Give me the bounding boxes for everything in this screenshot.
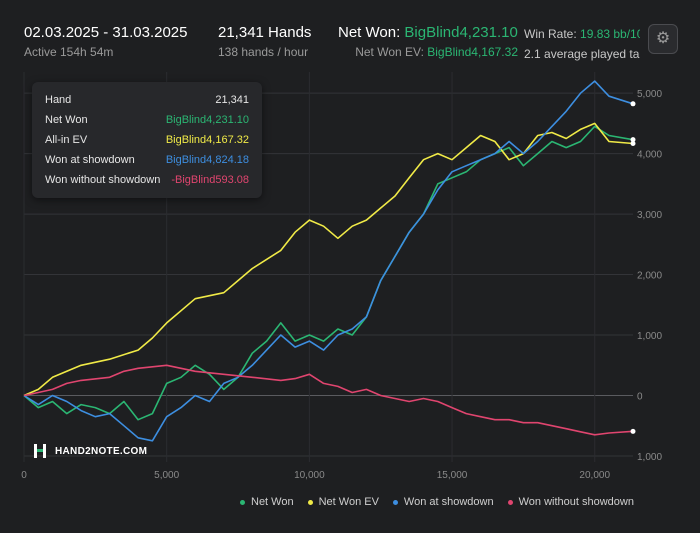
legend-dot-icon — [307, 499, 313, 505]
hands-block: 21,341 Hands 138 hands / hour — [218, 24, 311, 59]
h2n-logo-icon — [34, 444, 46, 458]
net-won-block: Net Won: BigBlind4,231.10 Net Won EV: Bi… — [338, 24, 518, 59]
legend-item[interactable]: Won at showdown — [392, 496, 494, 508]
y-tick-label: 2,000 — [637, 271, 662, 282]
net-won-ev-label: Net Won EV: — [355, 45, 428, 59]
tooltip: Hand 21,341 Net Won BigBlind4,231.10 All-in … — [32, 82, 262, 198]
series-end-point — [630, 101, 636, 107]
tooltip-label: Net Won — [45, 114, 88, 126]
logo-text: HAND2NOTE.COM — [55, 445, 148, 457]
tooltip-row: Hand 21,341 — [45, 90, 249, 110]
legend-dot-icon — [240, 499, 245, 505]
x-tick-label: 0 — [21, 470, 27, 481]
series-line — [23, 80, 634, 442]
net-won-ev-row: Net Won EV: BigBlind4,167.32 — [338, 45, 518, 59]
legend-label: Net Won — [251, 496, 294, 508]
y-tick-label: 0 — [637, 391, 643, 402]
x-tick-label: 15,000 — [437, 470, 468, 481]
y-tick-label: 1,000 — [637, 452, 662, 463]
legend-label: Won at showdown — [403, 496, 494, 508]
net-won-row: Net Won: BigBlind4,231.10 — [338, 24, 518, 41]
series-end-point — [630, 428, 636, 434]
win-rate-value: 19.83 bb/10 — [580, 27, 640, 41]
legend-label: Won without showdown — [518, 496, 634, 508]
chart-legend: Net Won Net Won EV Won at showdown Won with… — [240, 496, 648, 508]
legend-item[interactable]: Net Won EV — [307, 496, 379, 508]
tooltip-label: All-in EV — [45, 134, 88, 146]
y-tick-label: 5,000 — [637, 89, 662, 100]
y-tick-label: 1,000 — [637, 331, 662, 342]
x-tick-label: 10,000 — [294, 470, 325, 481]
gear-icon[interactable]: ⚙ — [648, 24, 678, 54]
tooltip-label: Won at showdown — [45, 154, 135, 166]
y-tick-label: 3,000 — [637, 210, 662, 221]
legend-item[interactable]: Net Won — [240, 496, 294, 508]
tooltip-value: BigBlind4,167.32 — [165, 134, 249, 146]
net-won-value: BigBlind4,231.10 — [404, 24, 518, 41]
date-block: 02.03.2025 - 31.03.2025 Active 154h 54m — [24, 24, 187, 59]
win-rate-row: Win Rate: 19.83 bb/10 — [524, 27, 640, 41]
legend-label: Net Won EV — [318, 496, 379, 508]
series-line — [23, 125, 634, 421]
win-rate-block: Win Rate: 19.83 bb/10 2.1 average played… — [524, 24, 640, 61]
net-won-label: Net Won: — [338, 24, 405, 41]
series-end-point — [630, 137, 636, 143]
hand2note-logo: HAND2NOTE.COM — [32, 442, 147, 460]
tooltip-value: 21,341 — [215, 94, 249, 106]
y-tick-label: 4,000 — [637, 150, 662, 161]
tooltip-value: -BigBlind593.08 — [171, 174, 249, 186]
active-time: Active 154h 54m — [24, 45, 114, 59]
tooltip-label: Hand — [45, 94, 72, 106]
date-range: 02.03.2025 - 31.03.2025 — [24, 24, 188, 41]
series-line — [23, 122, 634, 397]
avg-tables: 2.1 average played tal — [524, 47, 640, 61]
tooltip-row: Net Won BigBlind4,231.10 — [45, 110, 249, 130]
tooltip-label: Won without showdown — [45, 174, 161, 186]
tooltip-row: Won at showdown BigBlind4,824.18 — [45, 150, 249, 170]
tooltip-row: All-in EV BigBlind4,167.32 — [45, 130, 249, 150]
series-line — [23, 364, 634, 436]
legend-dot-icon — [392, 499, 398, 505]
tooltip-value: BigBlind4,231.10 — [165, 114, 249, 126]
hands-per-hour: 138 hands / hour — [218, 45, 309, 59]
x-tick-label: 5,000 — [154, 470, 179, 481]
tooltip-value: BigBlind4,824.18 — [165, 154, 249, 166]
tooltip-row: Won without showdown -BigBlind593.08 — [45, 170, 249, 190]
legend-dot-icon — [507, 499, 513, 505]
series-end-point — [630, 141, 636, 147]
win-rate-label: Win Rate: — [524, 27, 581, 41]
hands-count: 21,341 Hands — [218, 24, 312, 41]
legend-item[interactable]: Won without showdown — [507, 496, 634, 508]
net-won-ev-value: BigBlind4,167.32 — [427, 45, 518, 59]
x-tick-label: 20,000 — [579, 470, 610, 481]
